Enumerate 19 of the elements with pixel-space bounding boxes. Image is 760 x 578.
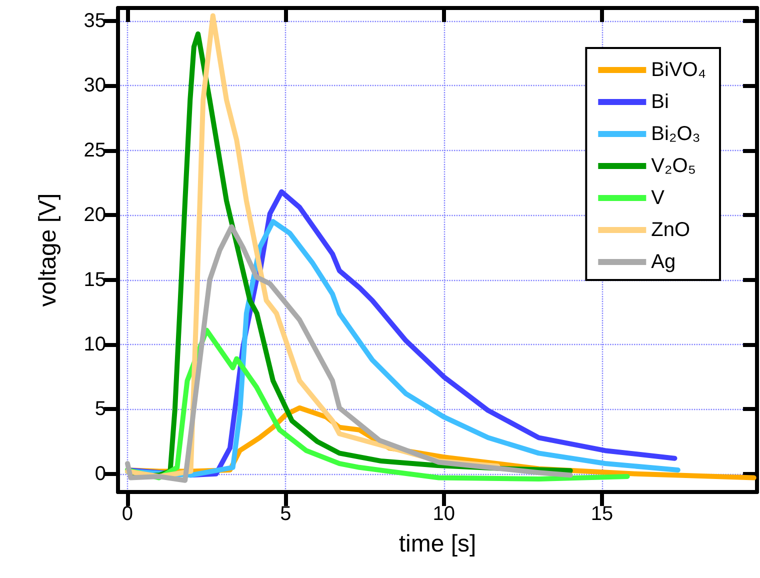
legend-label: V₂O₅	[651, 155, 696, 177]
legend-label: BiVO₄	[651, 59, 706, 81]
y-tick-label: 35	[84, 10, 106, 32]
x-tick-label: 10	[432, 503, 455, 525]
y-tick-label: 15	[84, 268, 106, 291]
legend-label: Bi	[651, 91, 669, 113]
y-tick-label: 30	[84, 74, 106, 97]
x-tick-label: 0	[122, 503, 134, 525]
x-axis-title: time [s]	[398, 530, 476, 558]
y-tick-label: 10	[84, 333, 106, 356]
x-tick-label: 5	[280, 503, 292, 525]
y-tick-label: 25	[84, 139, 106, 162]
x-tick-label: 15	[590, 503, 614, 525]
legend-label: Bi₂O₃	[651, 123, 700, 145]
legend-label: ZnO	[651, 219, 690, 241]
y-axis-title: voltage [V]	[34, 193, 62, 307]
legend-label: Ag	[651, 251, 676, 273]
y-tick-label: 20	[84, 204, 106, 226]
legend-label: V	[651, 187, 666, 209]
